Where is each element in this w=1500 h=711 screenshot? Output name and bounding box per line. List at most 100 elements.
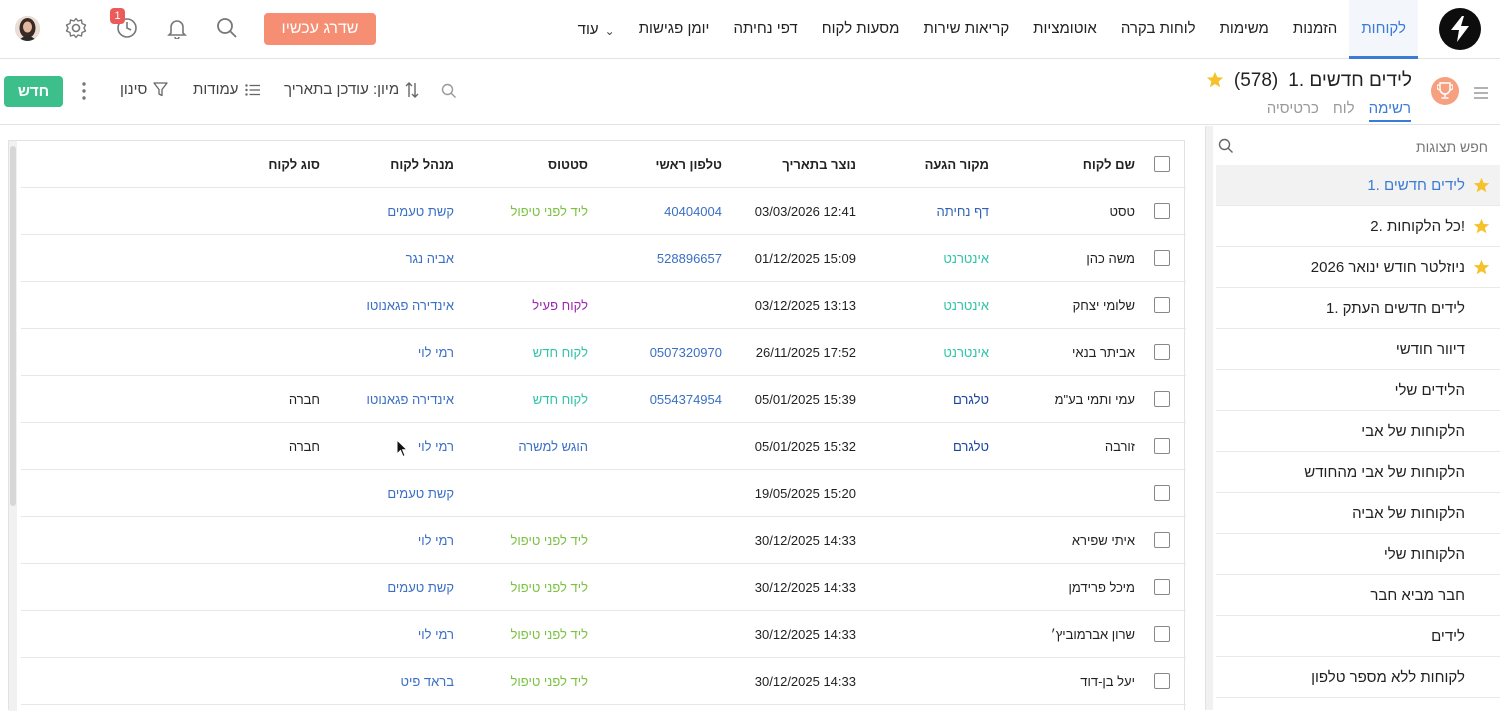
- cell-phone[interactable]: 40404004: [664, 204, 722, 219]
- nav-item[interactable]: אוטומציות: [1033, 20, 1097, 37]
- nav-item[interactable]: לקוחות: [1349, 0, 1418, 59]
- cell-account-manager[interactable]: אביה נגר: [405, 251, 454, 266]
- table-row[interactable]: אביתר בנאי אינטרנט 26/11/2025 17:52 0507320…: [21, 329, 1186, 376]
- app-logo[interactable]: [1439, 8, 1481, 50]
- cell-status[interactable]: לקוח פעיל: [532, 298, 588, 313]
- cell-account-manager[interactable]: רמי לוי: [417, 533, 454, 548]
- cell-account-manager[interactable]: רמי לוי: [417, 345, 454, 360]
- cell-source[interactable]: טלגרם: [953, 439, 989, 454]
- nav-item[interactable]: הזמנות: [1292, 20, 1338, 37]
- cell-account-manager[interactable]: אינדירה פגאנוטו: [366, 298, 454, 313]
- filter-control[interactable]: סינון: [120, 81, 169, 98]
- columns-control[interactable]: עמודות: [193, 81, 260, 98]
- row-checkbox[interactable]: [1154, 485, 1170, 501]
- gear-icon[interactable]: [65, 17, 89, 41]
- favorite-star-icon[interactable]: [1206, 71, 1224, 92]
- table-row[interactable]: זורבה טלגרם 05/01/2025 15:32 הוגש למשרה רמי …: [21, 423, 1186, 470]
- nav-item[interactable]: קריאות שירות: [923, 20, 1010, 37]
- bell-icon[interactable]: [166, 17, 190, 41]
- table-row[interactable]: 19/05/2025 15:20 קשת טעמים: [21, 470, 1186, 517]
- sidebar-view-item[interactable]: הלקוחות של אבי: [1216, 411, 1500, 452]
- cell-customer-name[interactable]: זורבה: [1104, 439, 1135, 454]
- more-options-icon[interactable]: [80, 82, 88, 103]
- cell-account-manager[interactable]: קשת טעמים: [387, 580, 454, 595]
- nav-item[interactable]: דפי נחיתה: [733, 20, 798, 37]
- header-source[interactable]: מקור הגעה: [924, 157, 989, 172]
- header-created[interactable]: נוצר בתאריך: [782, 157, 856, 172]
- cell-customer-name[interactable]: איתי שפירא: [1071, 533, 1135, 548]
- table-row[interactable]: איתי שפירא 30/12/2025 14:33 ליד לפני טיפול…: [21, 517, 1186, 564]
- cell-account-manager[interactable]: רמי לוי: [417, 439, 454, 454]
- row-checkbox[interactable]: [1154, 250, 1170, 266]
- header-customer-type[interactable]: סוג לקוח: [268, 157, 320, 172]
- select-all-checkbox[interactable]: [1154, 156, 1170, 172]
- sidebar-scrollbar[interactable]: [1205, 126, 1213, 710]
- menu-icon[interactable]: [1474, 86, 1488, 102]
- sidebar-view-item[interactable]: 1. לידים חדשים העתק: [1216, 288, 1500, 329]
- cell-source[interactable]: אינטרנט: [943, 251, 989, 266]
- row-checkbox[interactable]: [1154, 391, 1170, 407]
- search-icon[interactable]: [1218, 138, 1234, 157]
- sidebar-view-item[interactable]: לקוחות ללא מספר טלפון: [1216, 657, 1500, 698]
- cell-customer-name[interactable]: מיכל פרידמן: [1068, 580, 1136, 595]
- cell-status[interactable]: הוגש למשרה: [518, 439, 588, 454]
- table-row[interactable]: טסט דף נחיתה 03/03/2026 12:41 40404004 ליד ל…: [21, 188, 1186, 235]
- view-tab[interactable]: לוח: [1332, 100, 1355, 117]
- sort-control[interactable]: מיון: עודכן בתאריך: [284, 81, 419, 98]
- table-row[interactable]: יעל בן-דוד 30/12/2025 14:33 ליד לפני טיפול…: [21, 658, 1186, 705]
- new-record-button[interactable]: חדש: [4, 76, 63, 107]
- sidebar-view-item[interactable]: לידים: [1216, 616, 1500, 657]
- table-scrollbar-thumb[interactable]: [10, 146, 16, 506]
- cell-status[interactable]: לקוח חדש: [532, 392, 588, 407]
- cell-source[interactable]: דף נחיתה: [936, 204, 989, 219]
- cell-source[interactable]: אינטרנט: [943, 298, 989, 313]
- cell-account-manager[interactable]: קשת טעמים: [387, 204, 454, 219]
- cell-status[interactable]: ליד לפני טיפול: [510, 204, 588, 219]
- row-checkbox[interactable]: [1154, 532, 1170, 548]
- search-icon[interactable]: [216, 17, 240, 41]
- row-checkbox[interactable]: [1154, 579, 1170, 595]
- nav-item[interactable]: משימות: [1219, 20, 1269, 37]
- views-search-input[interactable]: [1260, 133, 1490, 161]
- header-name[interactable]: שם לקוח: [1082, 157, 1135, 172]
- cell-customer-name[interactable]: אביתר בנאי: [1072, 345, 1135, 360]
- cell-account-manager[interactable]: אינדירה פגאנוטו: [366, 392, 454, 407]
- cell-phone[interactable]: 0554374954: [649, 392, 722, 407]
- nav-item[interactable]: לוחות בקרה: [1120, 20, 1196, 37]
- cell-account-manager[interactable]: בראד פיט: [400, 674, 455, 689]
- sidebar-view-item[interactable]: הלידים שלי: [1216, 370, 1500, 411]
- row-checkbox[interactable]: [1154, 344, 1170, 360]
- view-tab[interactable]: רשימה: [1368, 100, 1411, 122]
- user-avatar[interactable]: [15, 16, 40, 41]
- cell-source[interactable]: טלגרם: [953, 392, 989, 407]
- row-checkbox[interactable]: [1154, 673, 1170, 689]
- header-manager[interactable]: מנהל לקוח: [390, 157, 454, 172]
- cell-customer-name[interactable]: עמי ותמי בע"מ: [1054, 392, 1135, 407]
- cell-source[interactable]: אינטרנט: [943, 345, 989, 360]
- header-phone[interactable]: טלפון ראשי: [655, 157, 722, 172]
- cell-phone[interactable]: 0507320970: [649, 345, 722, 360]
- cell-status[interactable]: ליד לפני טיפול: [510, 627, 588, 642]
- cell-account-manager[interactable]: רמי לוי: [417, 627, 454, 642]
- row-checkbox[interactable]: [1154, 203, 1170, 219]
- row-checkbox[interactable]: [1154, 626, 1170, 642]
- nav-item[interactable]: יומן פגישות: [638, 20, 710, 37]
- table-row[interactable]: עמי ותמי בע"מ טלגרם 05/01/2025 15:39 055437…: [21, 376, 1186, 423]
- row-checkbox[interactable]: [1154, 438, 1170, 454]
- cell-customer-name[interactable]: יעל בן-דוד: [1080, 674, 1135, 689]
- cell-customer-name[interactable]: טסט: [1109, 204, 1136, 219]
- upgrade-now-button[interactable]: שדרג עכשיו: [264, 13, 376, 45]
- history-icon[interactable]: 1: [110, 8, 140, 41]
- cell-customer-name[interactable]: שלומי יצחק: [1072, 298, 1135, 313]
- table-row[interactable]: שלומי יצחק אינטרנט 03/12/2025 13:13 לקוח פע…: [21, 282, 1186, 329]
- table-row[interactable]: שרון אברמוביץ׳ 30/12/2025 14:33 ליד לפני ט…: [21, 611, 1186, 658]
- sidebar-view-item[interactable]: הלקוחות שלי: [1216, 534, 1500, 575]
- cell-phone[interactable]: 528896657: [656, 251, 722, 266]
- table-row[interactable]: מיכל פרידמן 30/12/2025 14:33 ליד לפני טיפו…: [21, 564, 1186, 611]
- cell-status[interactable]: ליד לפני טיפול: [510, 533, 588, 548]
- table-row[interactable]: משה כהן אינטרנט 01/12/2025 15:09 528896657 א…: [21, 235, 1186, 282]
- sidebar-view-item[interactable]: הלקוחות של אביה: [1216, 493, 1500, 534]
- sidebar-view-item[interactable]: דיוור חודשי: [1216, 329, 1500, 370]
- sidebar-view-item[interactable]: 2. כל הלקוחות!: [1216, 206, 1500, 247]
- nav-more-menu[interactable]: עוד ⌄: [566, 0, 627, 59]
